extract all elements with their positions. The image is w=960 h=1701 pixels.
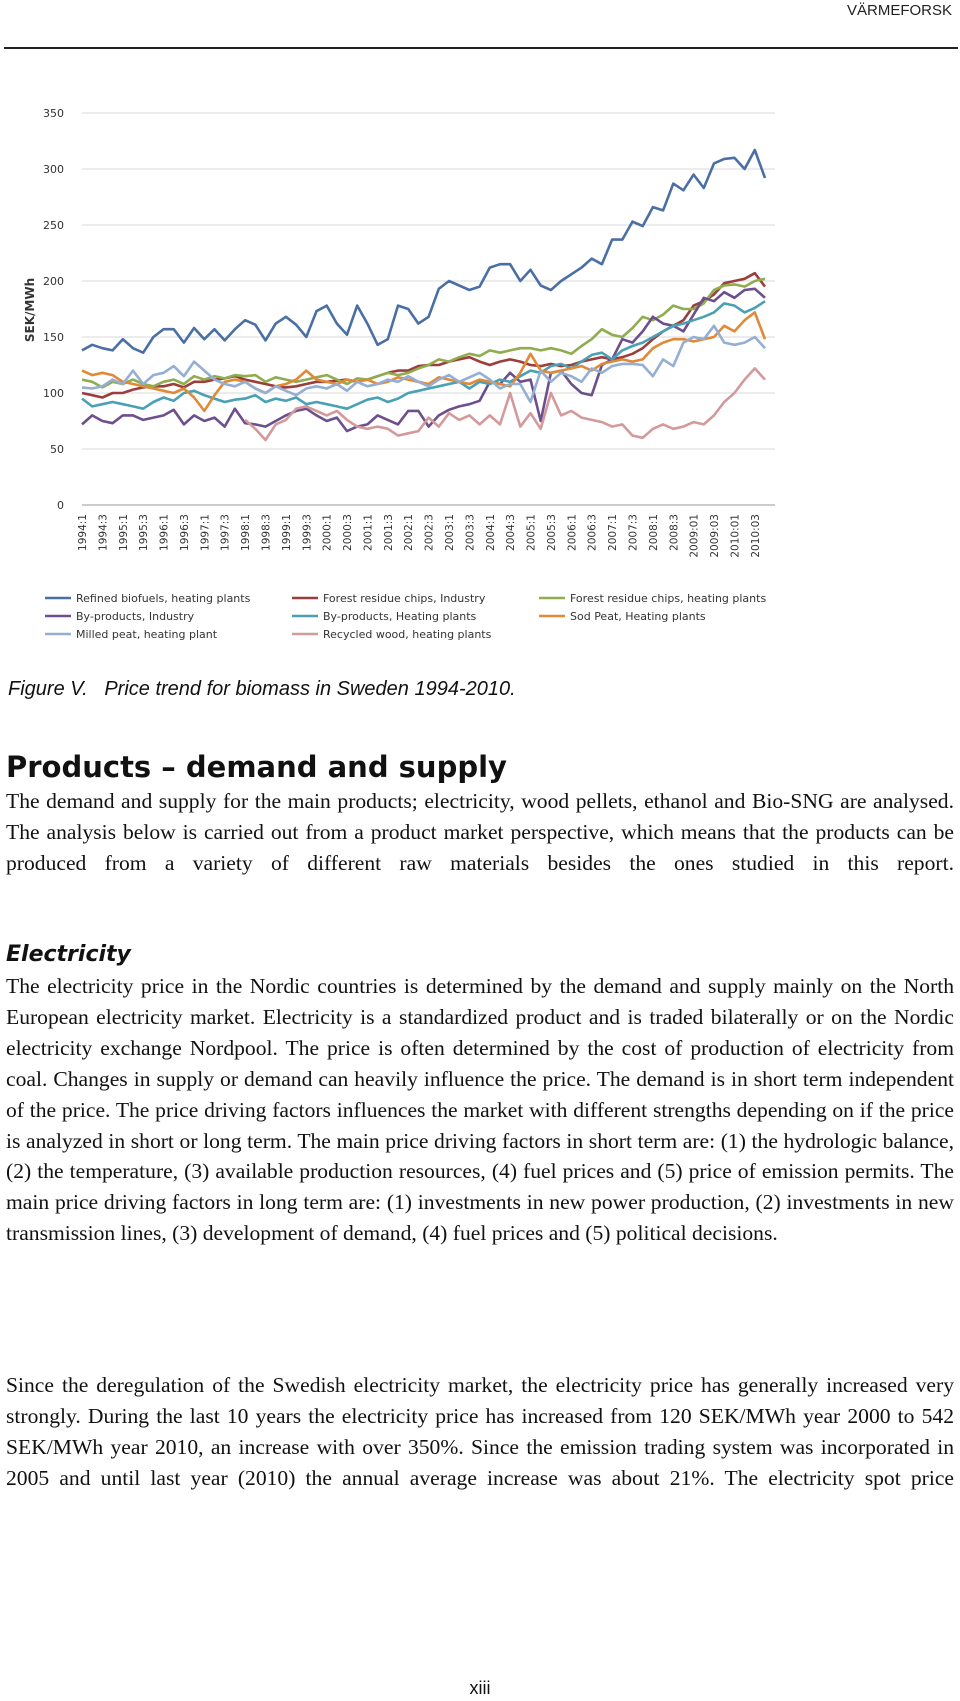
x-tick-label: 2005:1 — [526, 514, 538, 551]
x-tick-label: 1999:3 — [301, 514, 313, 551]
series-line — [81, 300, 766, 410]
x-tick-label: 2000:1 — [322, 514, 334, 551]
x-tick-label: 1999:1 — [281, 514, 293, 551]
x-tick-label: 2008:1 — [648, 514, 660, 551]
x-tick-label: 1997:1 — [199, 514, 211, 551]
subsection-title: Electricity — [6, 942, 131, 967]
legend-label: Milled peat, heating plant — [76, 628, 218, 641]
x-tick-label: 1995:1 — [118, 514, 130, 551]
x-tick-label: 2006:1 — [566, 514, 578, 551]
series-line — [81, 148, 767, 354]
x-tick-label: 2002:3 — [424, 514, 436, 551]
section-title: Products – demand and supply — [6, 750, 507, 784]
x-tick-label: 2010:01 — [729, 514, 741, 558]
x-tick-label: 1998:3 — [260, 514, 272, 551]
series-line — [244, 367, 766, 442]
x-tick-label: 1996:3 — [179, 514, 191, 551]
x-tick-label: 2005:3 — [546, 514, 558, 551]
x-tick-label: 2000:3 — [342, 514, 354, 551]
legend-label: Forest residue chips, heating plants — [570, 592, 766, 605]
paragraph: The electricity price in the Nordic coun… — [6, 974, 954, 1246]
x-tick-label: 2003:1 — [444, 514, 456, 551]
x-tick-label: 1997:3 — [220, 514, 232, 551]
x-tick-label: 1994:1 — [77, 514, 89, 551]
y-tick-label: 0 — [57, 499, 64, 512]
y-tick-label: 100 — [43, 387, 64, 400]
x-tick-label: 2004:1 — [485, 514, 497, 551]
figure-caption: Figure V. Price trend for biomass in Swe… — [8, 678, 516, 700]
x-tick-label: 2002:1 — [403, 514, 415, 551]
y-tick-label: 250 — [43, 219, 64, 232]
legend-label: By-products, Industry — [76, 610, 195, 623]
series-line — [81, 287, 766, 433]
series-line — [81, 271, 767, 399]
header-title: VÄRMEFORSK — [846, 2, 952, 19]
paragraph: Since the deregulation of the Swedish el… — [6, 1373, 954, 1490]
y-tick-label: 300 — [43, 163, 64, 176]
x-tick-label: 1996:1 — [159, 514, 171, 551]
x-tick-label: 2007:1 — [607, 514, 619, 551]
paragraph: The demand and supply for the main produ… — [6, 789, 954, 875]
legend-label: Refined biofuels, heating plants — [76, 592, 251, 605]
x-tick-label: 2009:03 — [709, 514, 721, 558]
y-tick-label: 350 — [43, 107, 64, 120]
y-tick-label: 200 — [43, 275, 64, 288]
x-tick-label: 2003:3 — [464, 514, 476, 551]
x-tick-label: 1998:1 — [240, 514, 252, 551]
x-tick-label: 2004:3 — [505, 514, 517, 551]
x-tick-label: 2010:03 — [750, 514, 762, 558]
x-tick-label: 2001:1 — [362, 514, 374, 551]
x-tick-label: 1995:3 — [138, 514, 150, 551]
x-tick-label: 2009:01 — [689, 514, 701, 558]
page-number: xiii — [469, 1678, 491, 1698]
x-tick-label: 2001:3 — [383, 514, 395, 551]
x-tick-label: 2007:3 — [627, 514, 639, 551]
x-tick-label: 1994:3 — [97, 514, 109, 551]
legend-label: By-products, Heating plants — [323, 610, 477, 623]
header-rule — [4, 47, 958, 49]
chart: SEK/MWh 0 50 100 150 200 250 300 350 1994:1 1994:… — [23, 107, 775, 641]
y-tick-label: 150 — [43, 331, 64, 344]
x-tick-label: 2006:3 — [587, 514, 599, 551]
legend-label: Forest residue chips, Industry — [323, 592, 486, 605]
series-line — [81, 324, 766, 404]
legend-label: Sod Peat, Heating plants — [570, 610, 706, 623]
y-axis-label: SEK/MWh — [23, 278, 37, 342]
legend-label: Recycled wood, heating plants — [323, 628, 492, 641]
x-tick-label: 2008:3 — [668, 514, 680, 551]
y-tick-label: 50 — [50, 443, 64, 456]
